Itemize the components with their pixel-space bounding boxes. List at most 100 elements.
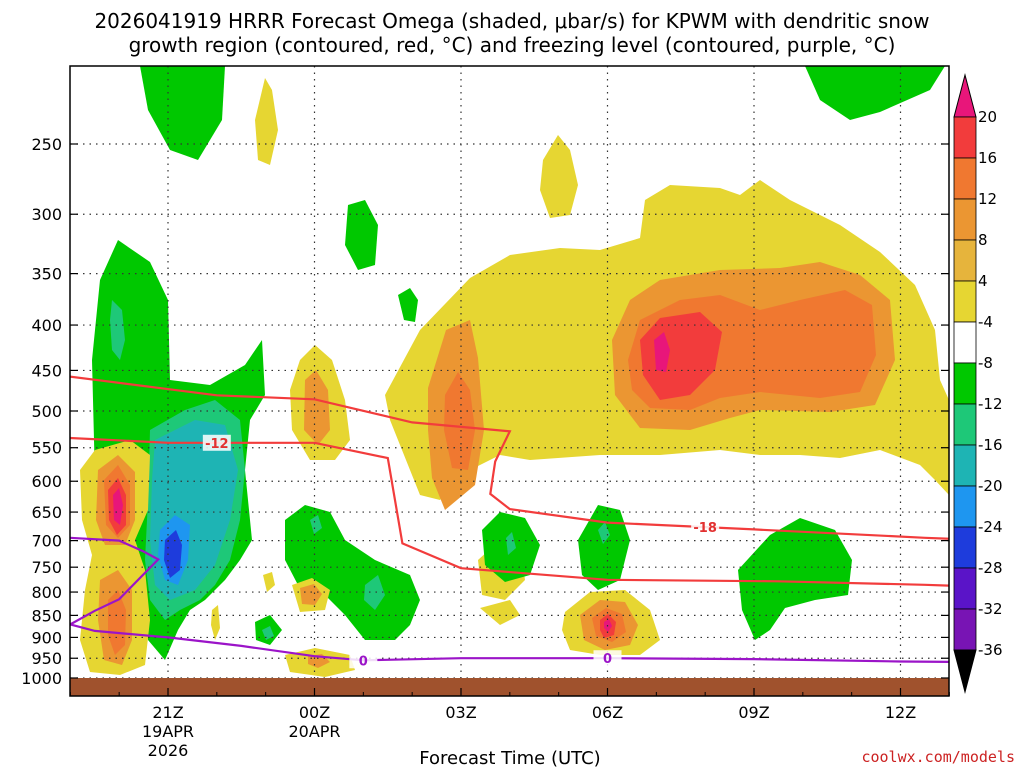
x-tick-sublabel-00Z-0: 20APR bbox=[288, 722, 340, 741]
omega-region-neg-lower-09z bbox=[738, 518, 852, 640]
colorbar-label-5: -4 bbox=[978, 313, 993, 331]
omega-region-neg-small-b bbox=[506, 532, 516, 555]
y-tick-label-750: 750 bbox=[31, 558, 62, 577]
colorbar-segment-0 bbox=[953, 116, 977, 159]
colorbar-segment-3 bbox=[953, 239, 977, 282]
colorbar-segment-10 bbox=[953, 526, 977, 569]
colorbar-segment-6 bbox=[953, 362, 977, 405]
x-tick-label-21Z: 21Z bbox=[152, 703, 183, 722]
y-tick-label-850: 850 bbox=[31, 606, 62, 625]
y-tick-label-1000: 1000 bbox=[21, 669, 62, 688]
omega-region-neg-12-upper bbox=[110, 300, 125, 360]
x-axis-title: Forecast Time (UTC) bbox=[419, 748, 600, 768]
y-tick-label-250: 250 bbox=[31, 135, 62, 154]
colorbar-label-1: 16 bbox=[978, 149, 997, 167]
chart-title-line-1: 2026041919 HRRR Forecast Omega (shaded, … bbox=[94, 9, 929, 33]
omega-region-neg-lower-00z bbox=[285, 505, 420, 640]
colorbar-bottom-arrow bbox=[953, 649, 977, 694]
colorbar-label-12: -32 bbox=[978, 600, 1003, 618]
chart-contours: -12 -18 0 0 bbox=[70, 375, 949, 669]
x-tick-label-03Z: 03Z bbox=[445, 703, 476, 722]
omega-region-neg-lower-06z bbox=[578, 505, 630, 590]
y-tick-label-950: 950 bbox=[31, 649, 62, 668]
colorbar-segment-12 bbox=[953, 608, 977, 651]
ground-terrain bbox=[70, 678, 949, 696]
omega-region-pos-low-d bbox=[263, 572, 275, 592]
chart-title-line-2: growth region (contoured, red, °C) and f… bbox=[129, 33, 896, 57]
y-tick-label-700: 700 bbox=[31, 532, 62, 551]
colorbar-label-0: 20 bbox=[978, 108, 997, 126]
colorbar-label-3: 8 bbox=[978, 231, 988, 249]
y-tick-label-400: 400 bbox=[31, 316, 62, 335]
omega-region-pos-20-left bbox=[113, 488, 123, 525]
plot-area: -12 -18 0 0 bbox=[70, 66, 949, 696]
omega-region-pos-03z-inner bbox=[444, 372, 475, 470]
colorbar-segment-1 bbox=[953, 157, 977, 200]
freezing-level-contour bbox=[70, 536, 949, 663]
colorbar-label-6: -8 bbox=[978, 354, 993, 372]
colorbar-segment-9 bbox=[953, 485, 977, 528]
x-tick-sublabel-21Z-1: 2026 bbox=[148, 741, 189, 760]
colorbar-segment-5 bbox=[953, 321, 977, 364]
x-tick-label-12Z: 12Z bbox=[885, 703, 916, 722]
x-tick-label-09Z: 09Z bbox=[738, 703, 769, 722]
colorbar-label-10: -24 bbox=[978, 518, 1003, 536]
colorbar-top-arrow bbox=[953, 73, 977, 118]
colorbar-label-13: -36 bbox=[978, 641, 1003, 659]
freezing-level-label-0: 0 bbox=[359, 654, 368, 669]
y-tick-label-450: 450 bbox=[31, 361, 62, 380]
dgz-contour-label--12-bg bbox=[202, 434, 231, 451]
colorbar-label-4: 4 bbox=[978, 272, 988, 290]
omega-region-pos-low-c bbox=[211, 605, 220, 640]
omega-region-neg-small-a bbox=[310, 515, 322, 534]
colorbar-segment-4 bbox=[953, 280, 977, 323]
colorbar-segment-8 bbox=[953, 444, 977, 487]
omega-region-pos-20-east bbox=[654, 332, 670, 372]
dgz-contour--18 bbox=[70, 375, 949, 540]
dgz-contour-label--18-bg bbox=[691, 519, 720, 536]
omega-region-pos-00z-core bbox=[304, 370, 330, 445]
x-tick-sublabel-21Z-0: 19APR bbox=[142, 722, 194, 741]
freezing-level-label-1: 0 bbox=[603, 652, 612, 667]
x-tick-label-00Z: 00Z bbox=[299, 703, 330, 722]
freezing-level-label-0-bg bbox=[349, 652, 378, 669]
y-tick-label-650: 650 bbox=[31, 503, 62, 522]
omega-region-neg-top-right bbox=[805, 66, 945, 120]
colorbar-label-8: -16 bbox=[978, 436, 1003, 454]
x-tick-label-06Z: 06Z bbox=[592, 703, 623, 722]
y-tick-label-350: 350 bbox=[31, 265, 62, 284]
omega-region-neg-small-f bbox=[262, 626, 274, 640]
freezing-level-label-1-bg bbox=[593, 650, 622, 667]
y-tick-label-550: 550 bbox=[31, 439, 62, 458]
y-tick-label-500: 500 bbox=[31, 402, 62, 421]
colorbar-segment-2 bbox=[953, 198, 977, 241]
omega-region-pos-low-e bbox=[480, 600, 520, 625]
omega-region-neg-upper-left bbox=[140, 66, 225, 160]
credit-link[interactable]: coolwx.com/models bbox=[861, 748, 1015, 766]
dgz-contour-label--18: -18 bbox=[693, 521, 717, 536]
omega-region-pos-12-left-lower bbox=[108, 590, 126, 655]
colorbar-segment-7 bbox=[953, 403, 977, 446]
omega-region-neg-mid-tiny bbox=[398, 288, 418, 322]
colorbar-segment-11 bbox=[953, 567, 977, 610]
omega-region-pos-top-small bbox=[540, 135, 578, 218]
colorbar-label-9: -20 bbox=[978, 477, 1003, 495]
y-axis: 250 300 350 400 450 500 550 600 650 700 750 800 850 9… bbox=[21, 135, 949, 688]
y-tick-label-900: 900 bbox=[31, 628, 62, 647]
y-tick-label-600: 600 bbox=[31, 472, 62, 491]
y-tick-label-300: 300 bbox=[31, 205, 62, 224]
omega-region-neg-small-d bbox=[364, 575, 385, 610]
omega-region-neg-mid-small bbox=[345, 200, 378, 270]
chart-gridlines bbox=[70, 66, 949, 696]
omega-region-pos-thin-top bbox=[255, 78, 278, 165]
colorbar-label-2: 12 bbox=[978, 190, 997, 208]
colorbar-label-11: -28 bbox=[978, 559, 1003, 577]
dgz-contour--12 bbox=[70, 436, 949, 587]
omega-region-pos-low-a-core bbox=[300, 584, 322, 605]
omega-colorbar: 20 16 12 8 4 -4 -8 -12 -16 -20 -24 -28 -32 -36 bbox=[953, 73, 1003, 694]
omega-region-pos-16-east bbox=[640, 312, 722, 400]
y-tick-label-800: 800 bbox=[31, 583, 62, 602]
dgz-contour-label--12: -12 bbox=[205, 437, 229, 452]
